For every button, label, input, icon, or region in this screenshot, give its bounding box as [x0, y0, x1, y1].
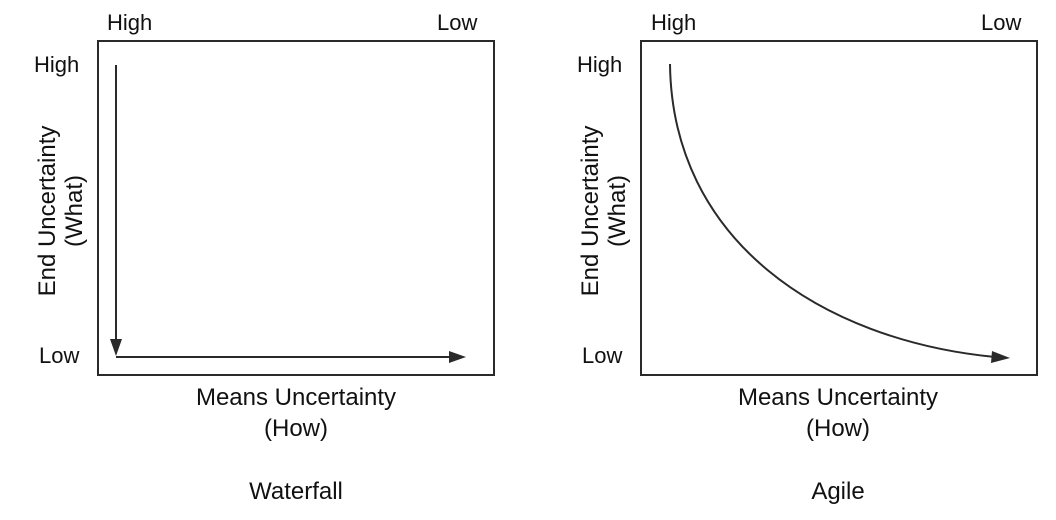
- right-arrowhead-icon: [991, 351, 1010, 363]
- x-axis-label: Means Uncertainty (How): [146, 382, 446, 444]
- top-left-high-label: High: [107, 10, 153, 35]
- right-arrowhead-icon: [449, 351, 466, 363]
- agile-plot-box: [640, 40, 1038, 376]
- down-arrowhead-icon: [110, 339, 122, 356]
- waterfall-arrows: [110, 65, 466, 363]
- curved-arrow-line: [669, 63, 996, 358]
- top-right-low-label: Low: [981, 10, 1022, 35]
- panel-caption: Agile: [811, 478, 865, 505]
- x-axis-label-line2: (How): [264, 415, 328, 442]
- waterfall-panel: High Low High Low End Uncertainty (What)…: [34, 10, 495, 505]
- y-high-label: High: [577, 52, 623, 77]
- x-axis-label: Means Uncertainty (How): [688, 382, 988, 444]
- x-axis-label-line1: Means Uncertainty: [195, 384, 397, 411]
- x-axis-label-line1: Means Uncertainty: [737, 384, 939, 411]
- top-right-low-label: Low: [437, 10, 478, 35]
- top-left-high-label: High: [651, 10, 697, 35]
- y-low-label: Low: [582, 343, 623, 368]
- panel-caption: Waterfall: [249, 478, 343, 505]
- y-low-label: Low: [39, 343, 80, 368]
- x-axis-label-line2: (How): [806, 415, 870, 442]
- agile-panel: High Low High Low End Uncertainty (What)…: [577, 12, 1038, 505]
- y-high-label: High: [34, 52, 80, 77]
- waterfall-plot-box: [97, 40, 495, 376]
